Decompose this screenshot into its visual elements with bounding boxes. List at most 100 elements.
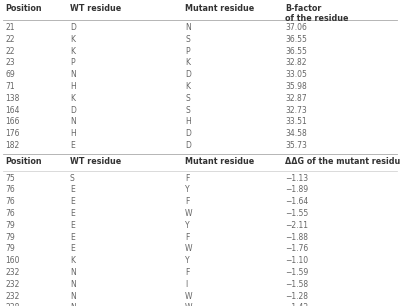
Text: E: E <box>70 209 75 218</box>
Text: Position: Position <box>5 4 42 13</box>
Text: 164: 164 <box>5 106 20 115</box>
Text: 69: 69 <box>5 70 15 79</box>
Text: WT residue: WT residue <box>70 157 121 166</box>
Text: 36.55: 36.55 <box>285 35 307 44</box>
Text: E: E <box>70 244 75 253</box>
Text: −1.42: −1.42 <box>285 304 308 306</box>
Text: H: H <box>70 82 76 91</box>
Text: K: K <box>70 47 75 56</box>
Text: E: E <box>70 185 75 194</box>
Text: −1.89: −1.89 <box>285 185 308 194</box>
Text: 232: 232 <box>5 292 19 300</box>
Text: F: F <box>185 233 189 242</box>
Text: 76: 76 <box>5 185 15 194</box>
Text: 21: 21 <box>5 23 14 32</box>
Text: 232: 232 <box>5 268 19 277</box>
Text: 32.82: 32.82 <box>285 58 306 67</box>
Text: −1.58: −1.58 <box>285 280 308 289</box>
Text: Position: Position <box>5 157 42 166</box>
Text: 75: 75 <box>5 174 15 183</box>
Text: F: F <box>185 268 189 277</box>
Text: 22: 22 <box>5 35 14 44</box>
Text: −1.28: −1.28 <box>285 292 308 300</box>
Text: E: E <box>70 233 75 242</box>
Text: 160: 160 <box>5 256 20 265</box>
Text: I: I <box>185 280 187 289</box>
Text: 32.87: 32.87 <box>285 94 307 103</box>
Text: E: E <box>70 141 75 150</box>
Text: 33.05: 33.05 <box>285 70 307 79</box>
Text: E: E <box>70 197 75 206</box>
Text: W: W <box>185 244 192 253</box>
Text: D: D <box>185 129 191 138</box>
Text: Y: Y <box>185 221 190 230</box>
Text: W: W <box>185 292 192 300</box>
Text: D: D <box>185 70 191 79</box>
Text: −1.10: −1.10 <box>285 256 308 265</box>
Text: W: W <box>185 304 192 306</box>
Text: 166: 166 <box>5 118 20 126</box>
Text: −2.11: −2.11 <box>285 221 308 230</box>
Text: 32.73: 32.73 <box>285 106 307 115</box>
Text: −1.64: −1.64 <box>285 197 308 206</box>
Text: −1.59: −1.59 <box>285 268 308 277</box>
Text: W: W <box>185 209 192 218</box>
Text: D: D <box>70 23 76 32</box>
Text: S: S <box>185 35 190 44</box>
Text: H: H <box>185 118 191 126</box>
Text: 22: 22 <box>5 47 14 56</box>
Text: 238: 238 <box>5 304 19 306</box>
Text: 37.06: 37.06 <box>285 23 307 32</box>
Text: N: N <box>70 268 76 277</box>
Text: 76: 76 <box>5 209 15 218</box>
Text: 79: 79 <box>5 244 15 253</box>
Text: K: K <box>70 256 75 265</box>
Text: 33.51: 33.51 <box>285 118 307 126</box>
Text: S: S <box>185 106 190 115</box>
Text: K: K <box>70 35 75 44</box>
Text: S: S <box>70 174 75 183</box>
Text: N: N <box>70 280 76 289</box>
Text: 138: 138 <box>5 94 19 103</box>
Text: −1.13: −1.13 <box>285 174 308 183</box>
Text: H: H <box>70 129 76 138</box>
Text: K: K <box>70 94 75 103</box>
Text: 182: 182 <box>5 141 19 150</box>
Text: N: N <box>70 118 76 126</box>
Text: 79: 79 <box>5 221 15 230</box>
Text: B-factor
of the residue: B-factor of the residue <box>285 4 348 23</box>
Text: F: F <box>185 174 189 183</box>
Text: 35.73: 35.73 <box>285 141 307 150</box>
Text: WT residue: WT residue <box>70 4 121 13</box>
Text: −1.88: −1.88 <box>285 233 308 242</box>
Text: K: K <box>185 82 190 91</box>
Text: Y: Y <box>185 185 190 194</box>
Text: 79: 79 <box>5 233 15 242</box>
Text: −1.55: −1.55 <box>285 209 308 218</box>
Text: −1.76: −1.76 <box>285 244 308 253</box>
Text: S: S <box>185 94 190 103</box>
Text: K: K <box>185 58 190 67</box>
Text: N: N <box>185 23 191 32</box>
Text: N: N <box>70 70 76 79</box>
Text: 71: 71 <box>5 82 15 91</box>
Text: N: N <box>70 292 76 300</box>
Text: P: P <box>185 47 190 56</box>
Text: 36.55: 36.55 <box>285 47 307 56</box>
Text: 23: 23 <box>5 58 15 67</box>
Text: 176: 176 <box>5 129 20 138</box>
Text: D: D <box>70 106 76 115</box>
Text: Mutant residue: Mutant residue <box>185 4 254 13</box>
Text: 35.98: 35.98 <box>285 82 307 91</box>
Text: F: F <box>185 197 189 206</box>
Text: E: E <box>70 221 75 230</box>
Text: Y: Y <box>185 256 190 265</box>
Text: N: N <box>70 304 76 306</box>
Text: 76: 76 <box>5 197 15 206</box>
Text: ΔΔG of the mutant residue: ΔΔG of the mutant residue <box>285 157 400 166</box>
Text: D: D <box>185 141 191 150</box>
Text: P: P <box>70 58 75 67</box>
Text: 232: 232 <box>5 280 19 289</box>
Text: Mutant residue: Mutant residue <box>185 157 254 166</box>
Text: 34.58: 34.58 <box>285 129 307 138</box>
